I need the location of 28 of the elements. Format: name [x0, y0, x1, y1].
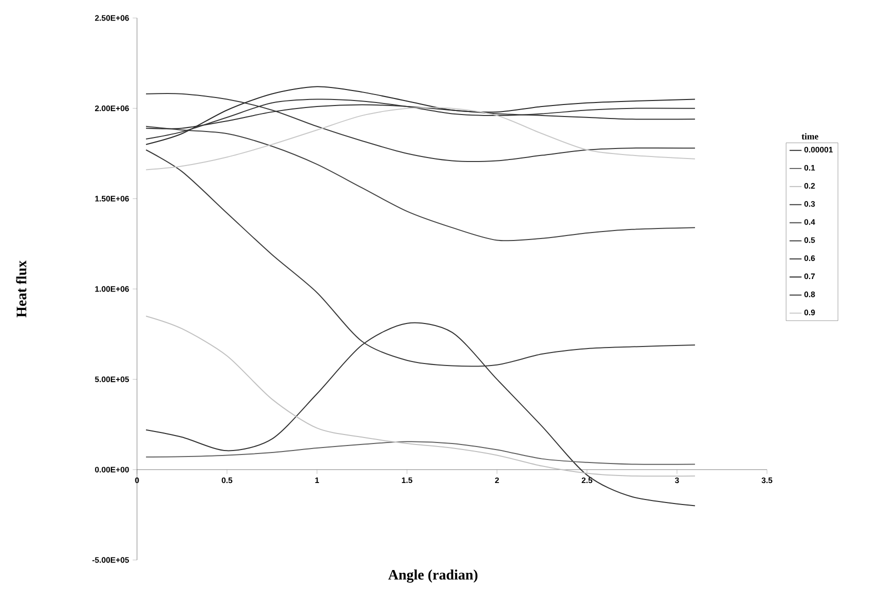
x-tick-label: 3.5: [762, 477, 772, 484]
legend-label: 0.1: [804, 164, 815, 171]
y-tick-label: 1.00E+06: [95, 286, 129, 292]
legend-title: time: [802, 133, 818, 140]
y-tick-label: 1.50E+06: [95, 196, 129, 202]
legend-label: 0.6: [804, 255, 815, 262]
x-tick-label: 3: [674, 477, 679, 484]
legend-label: 0.2: [804, 183, 815, 189]
y-tick-label: 5.00E+05: [94, 376, 129, 382]
legend-label: 0.7: [804, 273, 815, 280]
y-tick-label: -5.00E+05: [92, 557, 129, 563]
x-tick-label: 0.5: [222, 477, 232, 484]
legend-label: 0.5: [804, 237, 815, 243]
legend-label: 0.4: [804, 219, 816, 225]
x-tick-label: 2: [495, 477, 499, 484]
x-axis-title: Angle (radian): [388, 570, 478, 583]
legend-label: 0.3: [804, 201, 815, 207]
x-tick-label: 0: [135, 477, 139, 484]
x-tick-label: 2.5: [582, 477, 592, 484]
legend-label: 0.8: [804, 292, 815, 298]
legend-label: 0.9: [804, 310, 815, 316]
y-tick-label: 2.00E+06: [95, 105, 129, 112]
y-tick-label: 0.00E+00: [95, 466, 129, 472]
x-tick-label: 1: [315, 477, 319, 483]
legend-label: 0.00001: [804, 146, 833, 153]
x-tick-label: 1.5: [402, 477, 412, 484]
y-tick-label: 2.50E+06: [95, 15, 129, 21]
y-axis-title: Heat flux: [16, 260, 26, 318]
